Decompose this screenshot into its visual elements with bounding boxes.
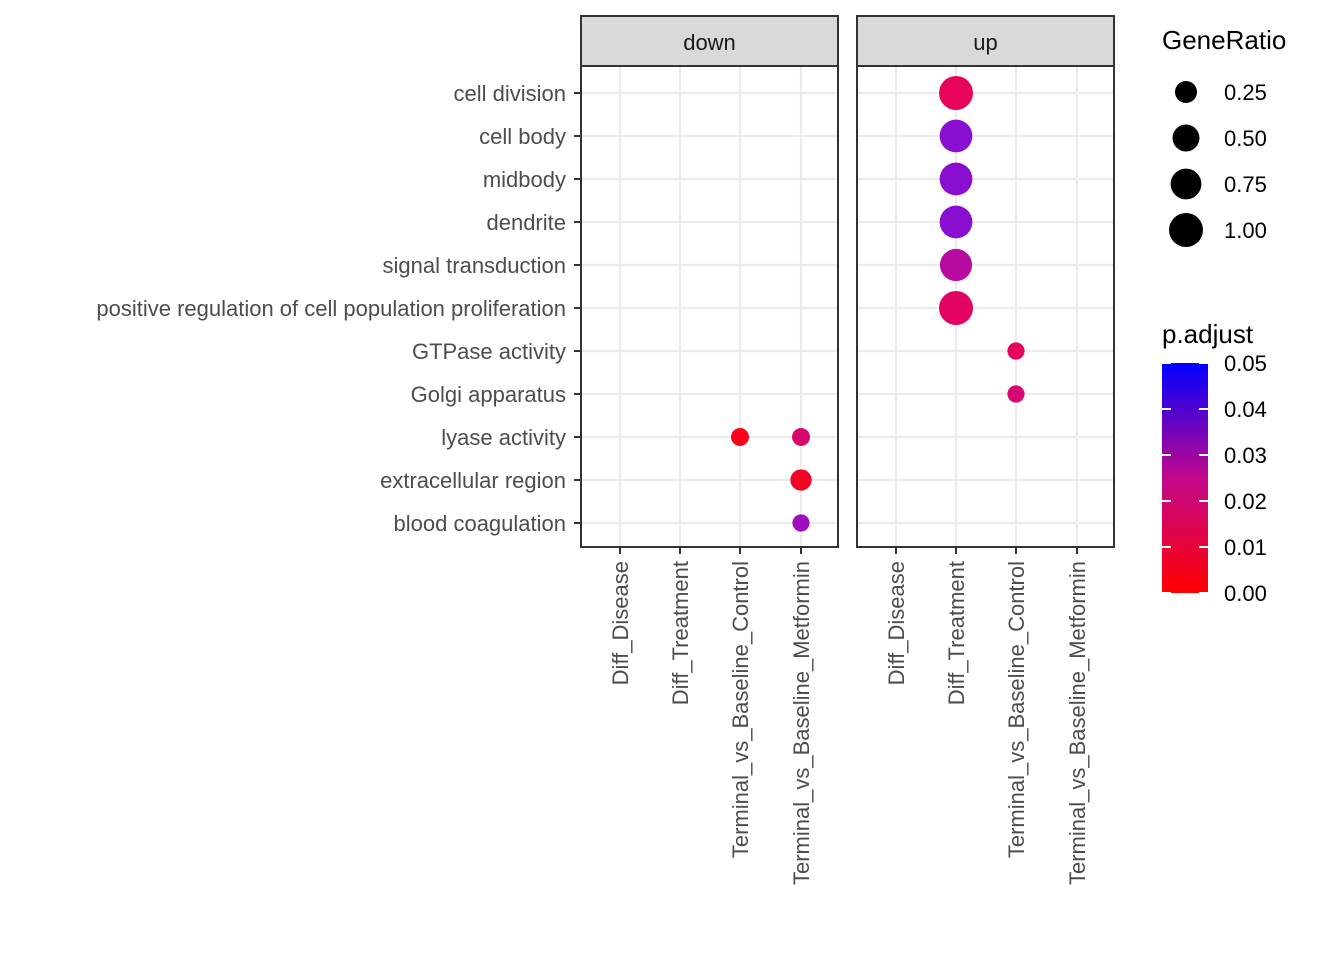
x-tick-label: Terminal_vs_Baseline_Control [1004, 561, 1029, 858]
size-legend-key [1170, 168, 1202, 200]
color-legend-label: 0.00 [1224, 581, 1267, 606]
y-tick-label: dendrite [486, 210, 566, 235]
y-tick-label: blood coagulation [394, 511, 566, 536]
y-tick-label: lyase activity [441, 425, 566, 450]
size-legend-label: 0.75 [1224, 172, 1267, 197]
facet-strip-down [580, 15, 839, 67]
data-point [1007, 385, 1025, 403]
x-tick-label: Terminal_vs_Baseline_Metformin [1065, 561, 1090, 885]
data-point [792, 428, 810, 446]
size-legend-label: 1.00 [1224, 218, 1267, 243]
data-point [939, 119, 973, 153]
data-point [939, 205, 973, 239]
color-legend-label: 0.02 [1224, 489, 1267, 514]
y-tick-label: cell division [454, 81, 567, 106]
y-tick-label: extracellular region [380, 468, 566, 493]
y-tick-label: signal transduction [383, 253, 566, 278]
x-tick-label: Terminal_vs_Baseline_Control [728, 561, 753, 858]
x-tick-label: Diff_Disease [884, 561, 909, 685]
size-legend-title: GeneRatio [1162, 25, 1286, 55]
data-point [792, 514, 810, 532]
y-axis: cell division cell body midbody dendrite sig… [96, 81, 581, 536]
facet-panel-up: up [856, 15, 1115, 548]
size-legend: GeneRatio 0.25 0.50 0.75 1.00 [1162, 25, 1286, 247]
x-axis: Diff_Disease Diff_Treatment Terminal_vs_Ba… [608, 547, 1090, 885]
panel-border [856, 65, 1115, 548]
color-legend-label: 0.05 [1224, 351, 1267, 376]
data-point [939, 76, 973, 110]
size-legend-label: 0.50 [1224, 126, 1267, 151]
panel-border [580, 65, 839, 548]
size-legend-key [1175, 81, 1197, 103]
size-legend-label: 0.25 [1224, 80, 1267, 105]
x-tick-label: Diff_Treatment [668, 561, 693, 705]
color-legend-title: p.adjust [1162, 319, 1254, 349]
facet-panels: down up [580, 15, 1115, 548]
data-point [731, 428, 749, 446]
color-legend-label: 0.04 [1224, 397, 1267, 422]
y-tick-label: midbody [483, 167, 566, 192]
color-legend-label: 0.01 [1224, 535, 1267, 560]
x-tick-label: Diff_Treatment [944, 561, 969, 705]
y-tick-label: GTPase activity [412, 339, 566, 364]
color-legend-bar [1162, 363, 1208, 593]
size-legend-key [1172, 124, 1200, 152]
y-tick-label: Golgi apparatus [411, 382, 566, 407]
data-point [790, 469, 812, 491]
facet-panel-down: down [580, 15, 839, 548]
x-tick-label: Diff_Disease [608, 561, 633, 685]
color-legend: p.adjust 0.05 0.04 0.03 0.02 0.01 0.00 [1162, 319, 1267, 606]
y-tick-label: cell body [479, 124, 566, 149]
color-legend-label: 0.03 [1224, 443, 1267, 468]
y-tick-label: positive regulation of cell population p… [96, 296, 566, 321]
data-point [939, 248, 973, 282]
data-point [939, 291, 973, 325]
data-point [939, 162, 973, 196]
facet-strip-label: up [973, 30, 997, 55]
data-point [1007, 342, 1025, 360]
x-tick-label: Terminal_vs_Baseline_Metformin [789, 561, 814, 885]
facet-strip-label: down [683, 30, 736, 55]
size-legend-key [1169, 213, 1203, 247]
